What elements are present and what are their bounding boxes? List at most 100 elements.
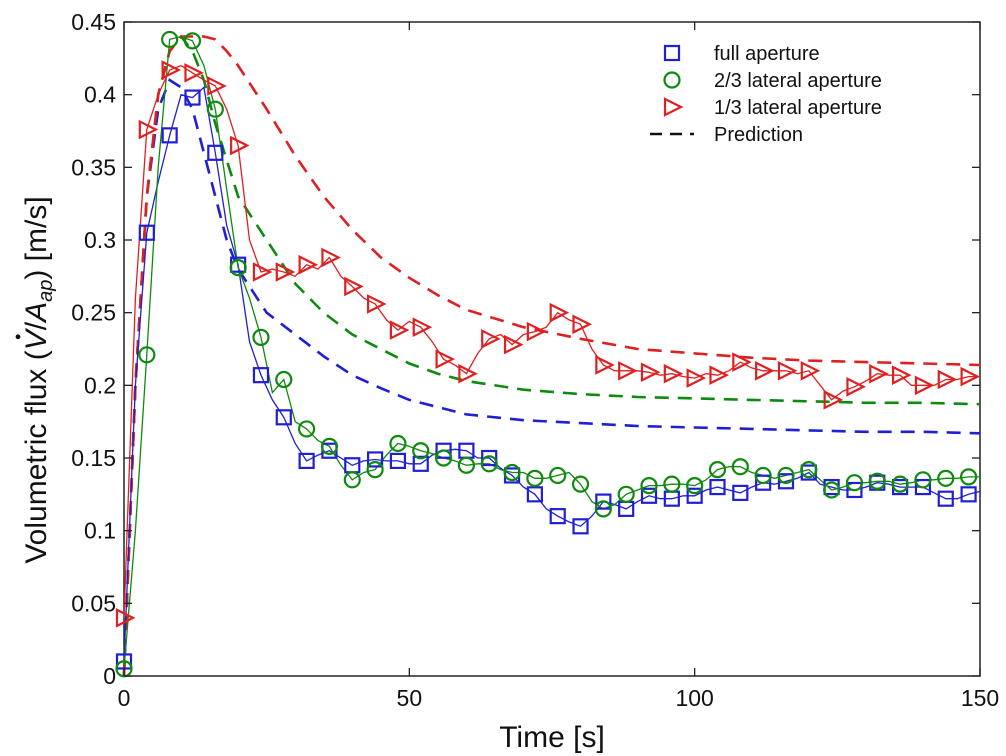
y-axis-label: Volumetric flux (V/Aap) [m/s] bbox=[20, 196, 57, 563]
data-point bbox=[754, 466, 772, 485]
data-point bbox=[800, 361, 821, 381]
data-point bbox=[617, 485, 635, 503]
data-point bbox=[823, 481, 841, 499]
plot-frame bbox=[123, 21, 981, 677]
data-point bbox=[914, 375, 935, 396]
data-point bbox=[572, 518, 589, 535]
data-point bbox=[344, 276, 364, 297]
data-point bbox=[686, 487, 703, 504]
data-point bbox=[252, 262, 273, 282]
data-point bbox=[298, 420, 316, 438]
data-point bbox=[298, 254, 319, 275]
data-point bbox=[937, 469, 955, 487]
data-point bbox=[777, 361, 798, 381]
data-point bbox=[183, 32, 202, 50]
legend-swatch bbox=[663, 97, 684, 117]
data-point bbox=[138, 119, 159, 140]
data-point bbox=[869, 363, 889, 384]
data-point bbox=[708, 461, 727, 479]
data-point bbox=[845, 474, 864, 492]
data-point bbox=[709, 478, 726, 496]
data-point bbox=[549, 466, 567, 485]
x-tick-label: 100 bbox=[675, 685, 713, 711]
data-point bbox=[732, 352, 752, 372]
y-axis-label-prefix: Volumetric flux ( bbox=[20, 350, 53, 563]
data-point bbox=[184, 89, 201, 106]
data-point bbox=[959, 468, 978, 486]
plot-box bbox=[123, 21, 981, 677]
data-point bbox=[549, 302, 570, 323]
data-point bbox=[731, 458, 749, 476]
data-point bbox=[480, 455, 498, 473]
data-point bbox=[755, 474, 772, 491]
data-point bbox=[298, 452, 315, 470]
y-axis-label-subscript: ap bbox=[35, 280, 57, 302]
data-point bbox=[640, 362, 661, 383]
data-point bbox=[230, 135, 250, 156]
data-point bbox=[777, 466, 795, 485]
data-point bbox=[526, 321, 547, 342]
data-point bbox=[275, 370, 293, 389]
data-point bbox=[320, 437, 339, 455]
x-tick-label: 0 bbox=[118, 685, 131, 711]
data-point bbox=[481, 449, 498, 467]
data-point bbox=[823, 390, 844, 410]
data-point bbox=[366, 294, 387, 314]
data-point bbox=[412, 455, 429, 472]
data-markers bbox=[115, 30, 981, 678]
data-point bbox=[709, 365, 729, 385]
legend-label: Prediction bbox=[714, 124, 803, 146]
y-axis-label-area: A bbox=[20, 302, 53, 324]
data-point bbox=[777, 473, 795, 490]
data-point bbox=[892, 365, 912, 385]
data-point bbox=[412, 442, 430, 460]
x-tick-label: 150 bbox=[961, 685, 999, 711]
data-point bbox=[161, 30, 179, 49]
data-point bbox=[184, 63, 204, 83]
data-point bbox=[412, 317, 433, 337]
data-point bbox=[503, 463, 521, 482]
legend-swatch bbox=[663, 71, 681, 89]
data-point bbox=[481, 329, 501, 349]
data-point bbox=[389, 452, 407, 470]
data-point bbox=[732, 484, 749, 501]
legend-label: full aperture bbox=[714, 43, 820, 65]
axes: 0 0.05 0.1 0.15 0.2 0.25 0.3 0.35 0.4 0.45 0 50 100 1… bbox=[71, 9, 999, 711]
y-tick-label: 0.2 bbox=[84, 372, 116, 398]
data-point bbox=[252, 328, 270, 346]
data-point bbox=[595, 493, 612, 510]
data-point bbox=[161, 127, 178, 144]
measured-lines bbox=[123, 35, 981, 669]
data-point bbox=[937, 369, 958, 390]
y-tick-label: 0 bbox=[103, 663, 116, 689]
data-point bbox=[366, 461, 384, 479]
data-point bbox=[206, 100, 224, 118]
y-tick-label: 0.25 bbox=[71, 300, 116, 326]
y-tick-label: 0.3 bbox=[84, 227, 116, 253]
data-point bbox=[389, 320, 410, 340]
y-axis-label-div: / bbox=[20, 321, 53, 330]
y-tick-label: 0.15 bbox=[71, 445, 116, 471]
data-point bbox=[457, 456, 475, 474]
data-point bbox=[526, 469, 544, 487]
data-point bbox=[846, 481, 863, 499]
data-point bbox=[115, 608, 136, 628]
prediction-line bbox=[122, 78, 981, 677]
x-tick-label: 50 bbox=[397, 685, 423, 711]
data-point bbox=[571, 475, 590, 493]
data-point bbox=[229, 259, 247, 277]
prediction-line bbox=[122, 34, 981, 677]
data-point bbox=[914, 471, 932, 489]
y-tick-label: 0.35 bbox=[71, 154, 116, 180]
data-point bbox=[594, 500, 612, 518]
measured-line bbox=[123, 64, 980, 618]
data-point bbox=[207, 144, 224, 161]
data-point bbox=[161, 60, 182, 80]
prediction-line bbox=[122, 35, 981, 677]
data-point bbox=[800, 461, 818, 479]
y-axis-label-suffix: ) [m/s] bbox=[20, 196, 53, 279]
data-point bbox=[389, 434, 407, 453]
data-point bbox=[960, 366, 981, 387]
prediction-lines bbox=[122, 34, 981, 677]
